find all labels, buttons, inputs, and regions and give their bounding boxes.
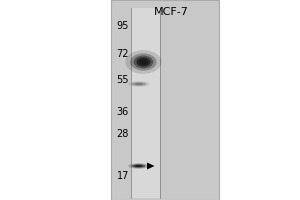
Ellipse shape bbox=[128, 81, 150, 87]
Ellipse shape bbox=[125, 50, 162, 74]
Ellipse shape bbox=[132, 82, 146, 86]
Ellipse shape bbox=[130, 53, 157, 71]
Ellipse shape bbox=[128, 163, 149, 169]
Text: 72: 72 bbox=[116, 49, 129, 59]
Text: MCF-7: MCF-7 bbox=[154, 7, 188, 17]
Text: 55: 55 bbox=[116, 75, 129, 85]
Ellipse shape bbox=[132, 164, 145, 168]
Polygon shape bbox=[147, 162, 154, 169]
Bar bbox=[131, 8, 160, 198]
Text: 95: 95 bbox=[117, 21, 129, 31]
Ellipse shape bbox=[135, 83, 143, 85]
Text: 28: 28 bbox=[117, 129, 129, 139]
Text: 17: 17 bbox=[117, 171, 129, 181]
Ellipse shape bbox=[136, 57, 150, 67]
Ellipse shape bbox=[134, 56, 153, 68]
Text: 36: 36 bbox=[117, 107, 129, 117]
Ellipse shape bbox=[139, 59, 148, 65]
Ellipse shape bbox=[135, 165, 142, 167]
Bar bbox=[111, 0, 219, 200]
